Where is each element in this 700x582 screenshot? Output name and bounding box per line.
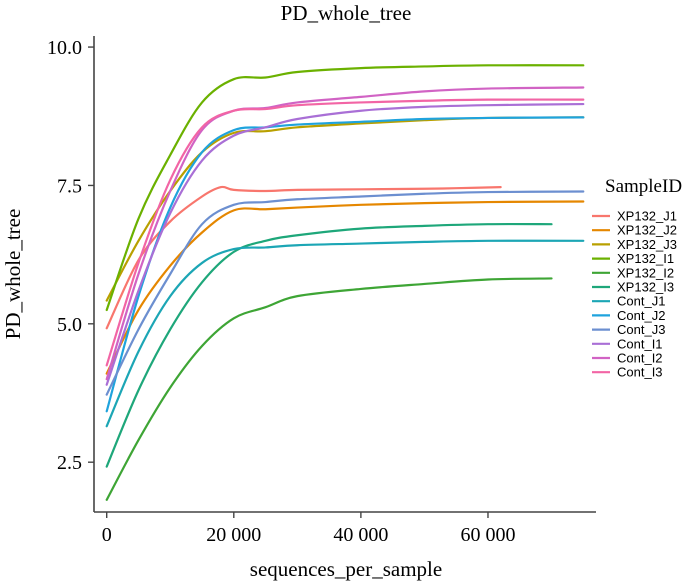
- legend-label: XP132_I1: [617, 251, 674, 266]
- legend-item: Cont_I2: [592, 351, 663, 366]
- series-line-cont-i3: [105, 98, 585, 367]
- legend-label: Cont_I3: [617, 365, 663, 380]
- legend-item: XP132_J2: [592, 223, 677, 238]
- y-tick-label: 2.5: [57, 452, 82, 474]
- series-line-cont-j1: [105, 239, 585, 428]
- x-axis-label: sequences_per_sample: [250, 557, 442, 581]
- legend-label: XP132_J1: [617, 209, 677, 224]
- legend-item: Cont_I1: [592, 336, 663, 351]
- series-line-cont-i1: [105, 102, 585, 386]
- legend: SampleID XP132_J1XP132_J2XP132_J3XP132_I…: [592, 176, 682, 380]
- legend-label: XP132_J2: [617, 223, 677, 238]
- legend-item: XP132_I2: [592, 265, 674, 280]
- legend-label: Cont_I1: [617, 336, 663, 351]
- chart-title: PD_whole_tree: [281, 1, 412, 25]
- legend-item: XP132_I1: [592, 251, 674, 266]
- legend-label: XP132_I3: [617, 280, 674, 295]
- x-axis-ticks: 0 20 000 40 000 60 000: [102, 512, 515, 546]
- y-tick-label: 10.0: [47, 37, 82, 59]
- series-line-xp132-j3: [105, 116, 585, 302]
- legend-item: Cont_J1: [592, 294, 665, 309]
- legend-item: Cont_J3: [592, 322, 665, 337]
- series-line-cont-j3: [105, 190, 585, 396]
- x-tick-label: 60 000: [460, 524, 515, 546]
- legend-item: XP132_J1: [592, 209, 677, 224]
- legend-item: XP132_I3: [592, 280, 674, 295]
- series-line-cont-i2: [105, 86, 585, 381]
- legend-label: Cont_J1: [617, 294, 665, 309]
- y-tick-label: 7.5: [57, 175, 82, 197]
- series-line-xp132-i1: [105, 64, 585, 312]
- legend-item: Cont_J2: [592, 308, 665, 323]
- legend-title: SampleID: [605, 176, 682, 197]
- series-line-xp132-j2: [105, 200, 585, 375]
- legend-label: XP132_I2: [617, 265, 674, 280]
- legend-item: Cont_I3: [592, 365, 663, 380]
- x-tick-label: 40 000: [333, 524, 388, 546]
- x-tick-label: 20 000: [206, 524, 261, 546]
- legend-item: XP132_J3: [592, 237, 677, 252]
- series-lines: [105, 64, 585, 501]
- series-line-xp132-i2: [105, 277, 553, 501]
- series-line-xp132-i3: [105, 222, 553, 468]
- legend-label: Cont_J2: [617, 308, 665, 323]
- y-axis-ticks: 2.5 5.0 7.5 10.0: [47, 37, 94, 474]
- x-tick-label: 0: [102, 524, 112, 546]
- legend-label: Cont_J3: [617, 322, 665, 337]
- y-tick-label: 5.0: [57, 314, 82, 336]
- y-axis-label: PD_whole_tree: [1, 209, 25, 340]
- legend-label: Cont_I2: [617, 351, 663, 366]
- legend-label: XP132_J3: [617, 237, 677, 252]
